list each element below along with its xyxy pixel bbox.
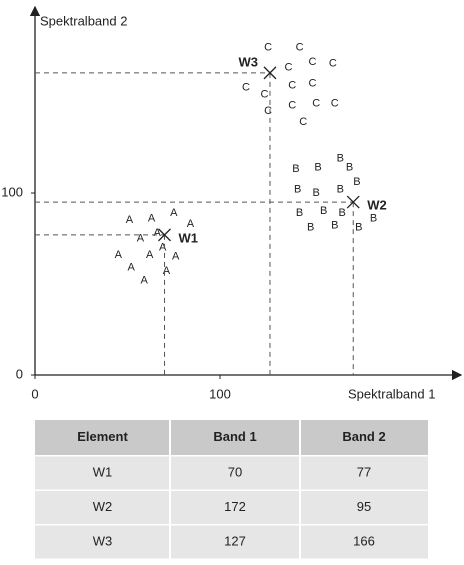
point-letter: B bbox=[346, 161, 353, 173]
point-letter: C bbox=[264, 41, 272, 53]
point-letter: A bbox=[148, 212, 156, 224]
point-letter: C bbox=[288, 80, 296, 92]
point-letter: C bbox=[309, 78, 317, 90]
point-letter: C bbox=[260, 89, 268, 101]
cross-stroke bbox=[158, 228, 171, 242]
point-letter: A bbox=[115, 249, 123, 261]
point-letter: A bbox=[172, 251, 180, 263]
point-letter: B bbox=[313, 187, 320, 199]
point-letter: B bbox=[355, 221, 362, 233]
point-letter: C bbox=[242, 81, 250, 93]
point-letter: B bbox=[353, 176, 360, 188]
table-cell: W3 bbox=[93, 534, 113, 549]
table-row-bg bbox=[35, 456, 428, 490]
table-header-bg bbox=[35, 420, 428, 455]
table-cell: 172 bbox=[224, 499, 246, 514]
table-header: Element bbox=[77, 429, 128, 444]
y-tick-label: 0 bbox=[16, 366, 23, 381]
centroid-label: W2 bbox=[367, 198, 387, 213]
centroid-cross bbox=[263, 66, 277, 80]
point-letter: A bbox=[140, 274, 148, 286]
point-letter: B bbox=[370, 212, 377, 224]
y-axis-label: Spektralband 2 bbox=[40, 13, 127, 28]
point-letter: B bbox=[337, 183, 344, 195]
x-tick-label: 100 bbox=[209, 386, 231, 401]
point-letter: A bbox=[146, 249, 154, 261]
point-letter: B bbox=[296, 207, 303, 219]
table-row-bg bbox=[35, 525, 428, 559]
x-tick-label: 0 bbox=[31, 386, 38, 401]
point-letter: A bbox=[128, 262, 136, 274]
point-letter: A bbox=[170, 207, 178, 219]
centroid-cross bbox=[346, 195, 360, 209]
centroid-cross bbox=[158, 228, 171, 242]
centroid-label: W1 bbox=[179, 230, 199, 245]
point-letter: A bbox=[137, 232, 145, 244]
table-cell: W2 bbox=[93, 499, 113, 514]
point-letter: C bbox=[296, 41, 304, 53]
table-header: Band 1 bbox=[213, 429, 256, 444]
point-letter: B bbox=[337, 152, 344, 164]
table-cell: 77 bbox=[357, 465, 371, 480]
point-letter: A bbox=[163, 265, 171, 277]
point-letter: C bbox=[329, 58, 337, 70]
table-cell: 127 bbox=[224, 534, 246, 549]
table-cell: 70 bbox=[228, 465, 242, 480]
centroid-label: W3 bbox=[238, 54, 258, 69]
point-letter: A bbox=[126, 214, 134, 226]
point-letter: A bbox=[159, 242, 167, 254]
point-letter: B bbox=[314, 161, 321, 173]
point-letter: C bbox=[312, 98, 320, 110]
point-letter: C bbox=[288, 100, 296, 112]
point-letter: B bbox=[294, 183, 301, 195]
point-letter: B bbox=[338, 207, 345, 219]
point-letter: C bbox=[309, 56, 317, 68]
point-letter: B bbox=[320, 205, 327, 217]
point-letter: B bbox=[292, 163, 299, 175]
point-letter: A bbox=[153, 227, 161, 239]
table-cell: W1 bbox=[93, 465, 113, 480]
point-letter: C bbox=[331, 98, 339, 110]
y-tick-label: 100 bbox=[1, 184, 23, 199]
table-row-bg bbox=[35, 491, 428, 524]
point-letter: B bbox=[307, 221, 314, 233]
cross-stroke bbox=[346, 195, 360, 209]
point-letter: C bbox=[264, 105, 272, 117]
point-letter: B bbox=[331, 220, 338, 232]
table-header: Band 2 bbox=[342, 429, 385, 444]
cross-stroke bbox=[263, 66, 277, 80]
point-letter: C bbox=[299, 116, 307, 128]
x-axis-label: Spektralband 1 bbox=[348, 386, 435, 401]
table-cell: 95 bbox=[357, 499, 371, 514]
point-letter: C bbox=[285, 61, 293, 73]
point-letter: A bbox=[187, 218, 195, 230]
table-cell: 166 bbox=[353, 534, 375, 549]
